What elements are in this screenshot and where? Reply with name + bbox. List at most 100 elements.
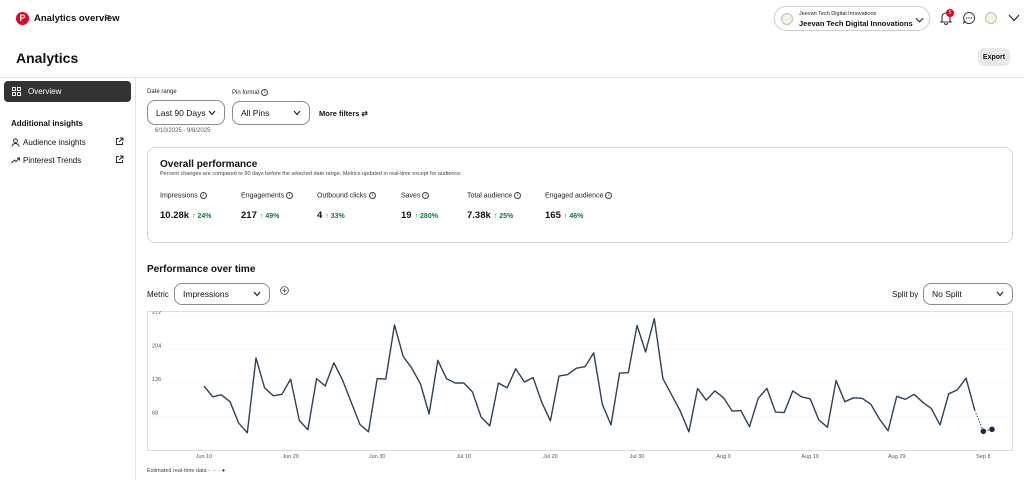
date-range-value: Last 90 Days — [156, 107, 206, 118]
add-metric-icon[interactable] — [280, 286, 289, 295]
y-tick-label: 136 — [152, 377, 161, 383]
metric-outbound-clicks[interactable]: Outbound clicks i 4 ↑ 33% — [317, 192, 376, 223]
date-range-label: Date range — [147, 89, 177, 95]
metric-change-value: 46% — [569, 213, 584, 221]
metric-engaged-audience[interactable]: Engaged audience i 165 ↑ 46% — [545, 192, 613, 223]
sidebar-item-label: Pinterest Trends — [23, 156, 82, 165]
info-icon[interactable]: i — [286, 192, 294, 199]
more-filters-button[interactable]: More filters ⇄ — [319, 109, 368, 118]
y-tick-label: 204 — [152, 344, 161, 350]
account-avatar — [781, 13, 793, 25]
estimated-series-line — [974, 409, 993, 432]
chevron-down-icon — [293, 110, 301, 116]
sidebar-item-overview[interactable]: Overview — [4, 81, 131, 102]
pin-format-label-wrap: Pin format i — [232, 89, 269, 97]
metric-value: 10.28k — [160, 210, 190, 222]
account-menu-chevron-icon[interactable] — [1008, 13, 1020, 23]
overall-performance-title: Overall performance — [160, 159, 258, 170]
app-title[interactable]: Analytics overview — [34, 13, 120, 24]
sidebar-item-label: Overview — [28, 87, 62, 96]
estimated-data-point[interactable] — [989, 426, 995, 433]
account-switcher[interactable]: Jeevan Tech Digital Innovations Jeevan T… — [774, 6, 930, 31]
metric-select-label: Metric — [147, 290, 169, 299]
chevron-down-icon — [208, 110, 216, 115]
metric-change-value: 25% — [499, 213, 514, 221]
metric-change: ↑ 33% — [325, 213, 344, 220]
info-icon[interactable]: i — [605, 192, 613, 199]
dotted-line-legend-icon: - - -● — [208, 468, 227, 474]
y-tick-label: 68 — [152, 411, 158, 417]
metric-change: ↑ 280% — [415, 213, 438, 220]
date-range-select[interactable]: Last 90 Days — [147, 100, 225, 125]
split-by-label: Split by — [892, 290, 919, 299]
metric-select[interactable]: Impressions — [174, 283, 270, 305]
metric-impressions[interactable]: Impressions i 10.28k ↑ 24% — [160, 192, 212, 223]
metric-name: Engaged audience — [545, 192, 604, 200]
x-tick-label: Jul 10 — [456, 454, 471, 460]
metric-change: ↑ 46% — [564, 213, 583, 220]
split-by-value: No Split — [932, 289, 962, 299]
overall-performance-card — [147, 147, 1013, 243]
filter-sliders-icon: ⇄ — [361, 109, 368, 118]
sidebar-item-audience-insights[interactable]: Audience insights — [11, 136, 129, 150]
x-tick-label: Jun 30 — [369, 454, 386, 460]
metric-total-audience[interactable]: Total audience i 7.38k ↑ 25% — [467, 192, 522, 223]
sidebar-item-label: Audience insights — [23, 138, 86, 147]
x-tick-label: Sep 8 — [976, 454, 990, 460]
split-by-select[interactable]: No Split — [923, 283, 1013, 305]
metric-engagements[interactable]: Engagements i 217 ↑ 49% — [241, 192, 294, 223]
sidebar-item-pinterest-trends[interactable]: Pinterest Trends — [11, 154, 129, 168]
info-icon[interactable]: i — [199, 192, 207, 199]
header-divider — [0, 77, 1024, 78]
chevron-down-icon — [253, 291, 261, 297]
account-name: Jeevan Tech Digital Innovations — [799, 19, 913, 28]
page-title: Analytics — [16, 50, 79, 66]
metric-name: Impressions — [160, 192, 198, 200]
performance-line-chart[interactable]: 68 136 204 272 Jun 10 Jun 20 Jun 30 Jul 10 Jul 2… — [147, 311, 1013, 463]
metric-saves[interactable]: Saves i 19 ↑ 280% — [401, 192, 438, 223]
arrow-up-icon: ↑ — [414, 213, 419, 221]
arrow-up-icon: ↑ — [493, 213, 498, 221]
arrow-up-icon: ↑ — [192, 213, 196, 221]
metric-name: Total audience — [467, 192, 513, 200]
date-range-dates: 6/10/2025 - 9/8/2025 — [155, 128, 211, 134]
metric-name: Saves — [401, 192, 421, 200]
export-button[interactable]: Export — [978, 48, 1010, 66]
trend-arrow-icon — [11, 157, 20, 164]
impressions-series-line[interactable] — [203, 317, 976, 434]
metric-change: ↑ 25% — [494, 213, 513, 220]
info-icon[interactable]: i — [368, 192, 376, 199]
user-avatar[interactable] — [985, 12, 997, 24]
legend-label: Estimated real-time data — [147, 468, 207, 474]
more-filters-label: More filters — [319, 109, 360, 118]
chart-frame — [147, 311, 1013, 451]
metric-change-value: 24% — [197, 213, 212, 221]
metric-change: ↑ 49% — [260, 213, 279, 220]
x-tick-label: Aug 19 — [801, 454, 818, 460]
info-icon[interactable]: i — [422, 192, 430, 199]
external-link-icon — [116, 137, 124, 145]
metric-name: Engagements — [241, 192, 285, 200]
external-link-icon — [116, 155, 124, 163]
top-bar: P Analytics overview ≡ Jeevan Tech Digit… — [0, 0, 1024, 38]
x-tick-label: Aug 29 — [888, 454, 905, 460]
metric-value: 19 — [401, 210, 412, 222]
metric-change-value: 49% — [265, 213, 280, 221]
pinterest-logo-icon[interactable]: P — [16, 12, 29, 25]
account-sub-label: Jeevan Tech Digital Innovations — [799, 11, 877, 17]
x-tick-label: Jun 10 — [196, 454, 213, 460]
arrow-up-icon: ↑ — [259, 213, 264, 221]
info-icon[interactable]: i — [514, 192, 522, 199]
menu-icon[interactable]: ≡ — [105, 12, 111, 22]
estimated-data-point[interactable] — [980, 428, 987, 435]
pin-format-select[interactable]: All Pins — [232, 101, 310, 125]
estimated-data-legend: Estimated real-time data - - -● — [147, 468, 226, 474]
messages-icon[interactable] — [962, 11, 976, 25]
person-icon — [11, 138, 20, 147]
performance-over-time-title: Performance over time — [147, 264, 256, 275]
arrow-up-icon: ↑ — [325, 213, 329, 221]
info-icon[interactable]: i — [261, 89, 269, 96]
pin-format-label: Pin format — [232, 90, 260, 97]
metric-value: 7.38k — [467, 210, 491, 222]
grid-icon — [12, 87, 21, 96]
